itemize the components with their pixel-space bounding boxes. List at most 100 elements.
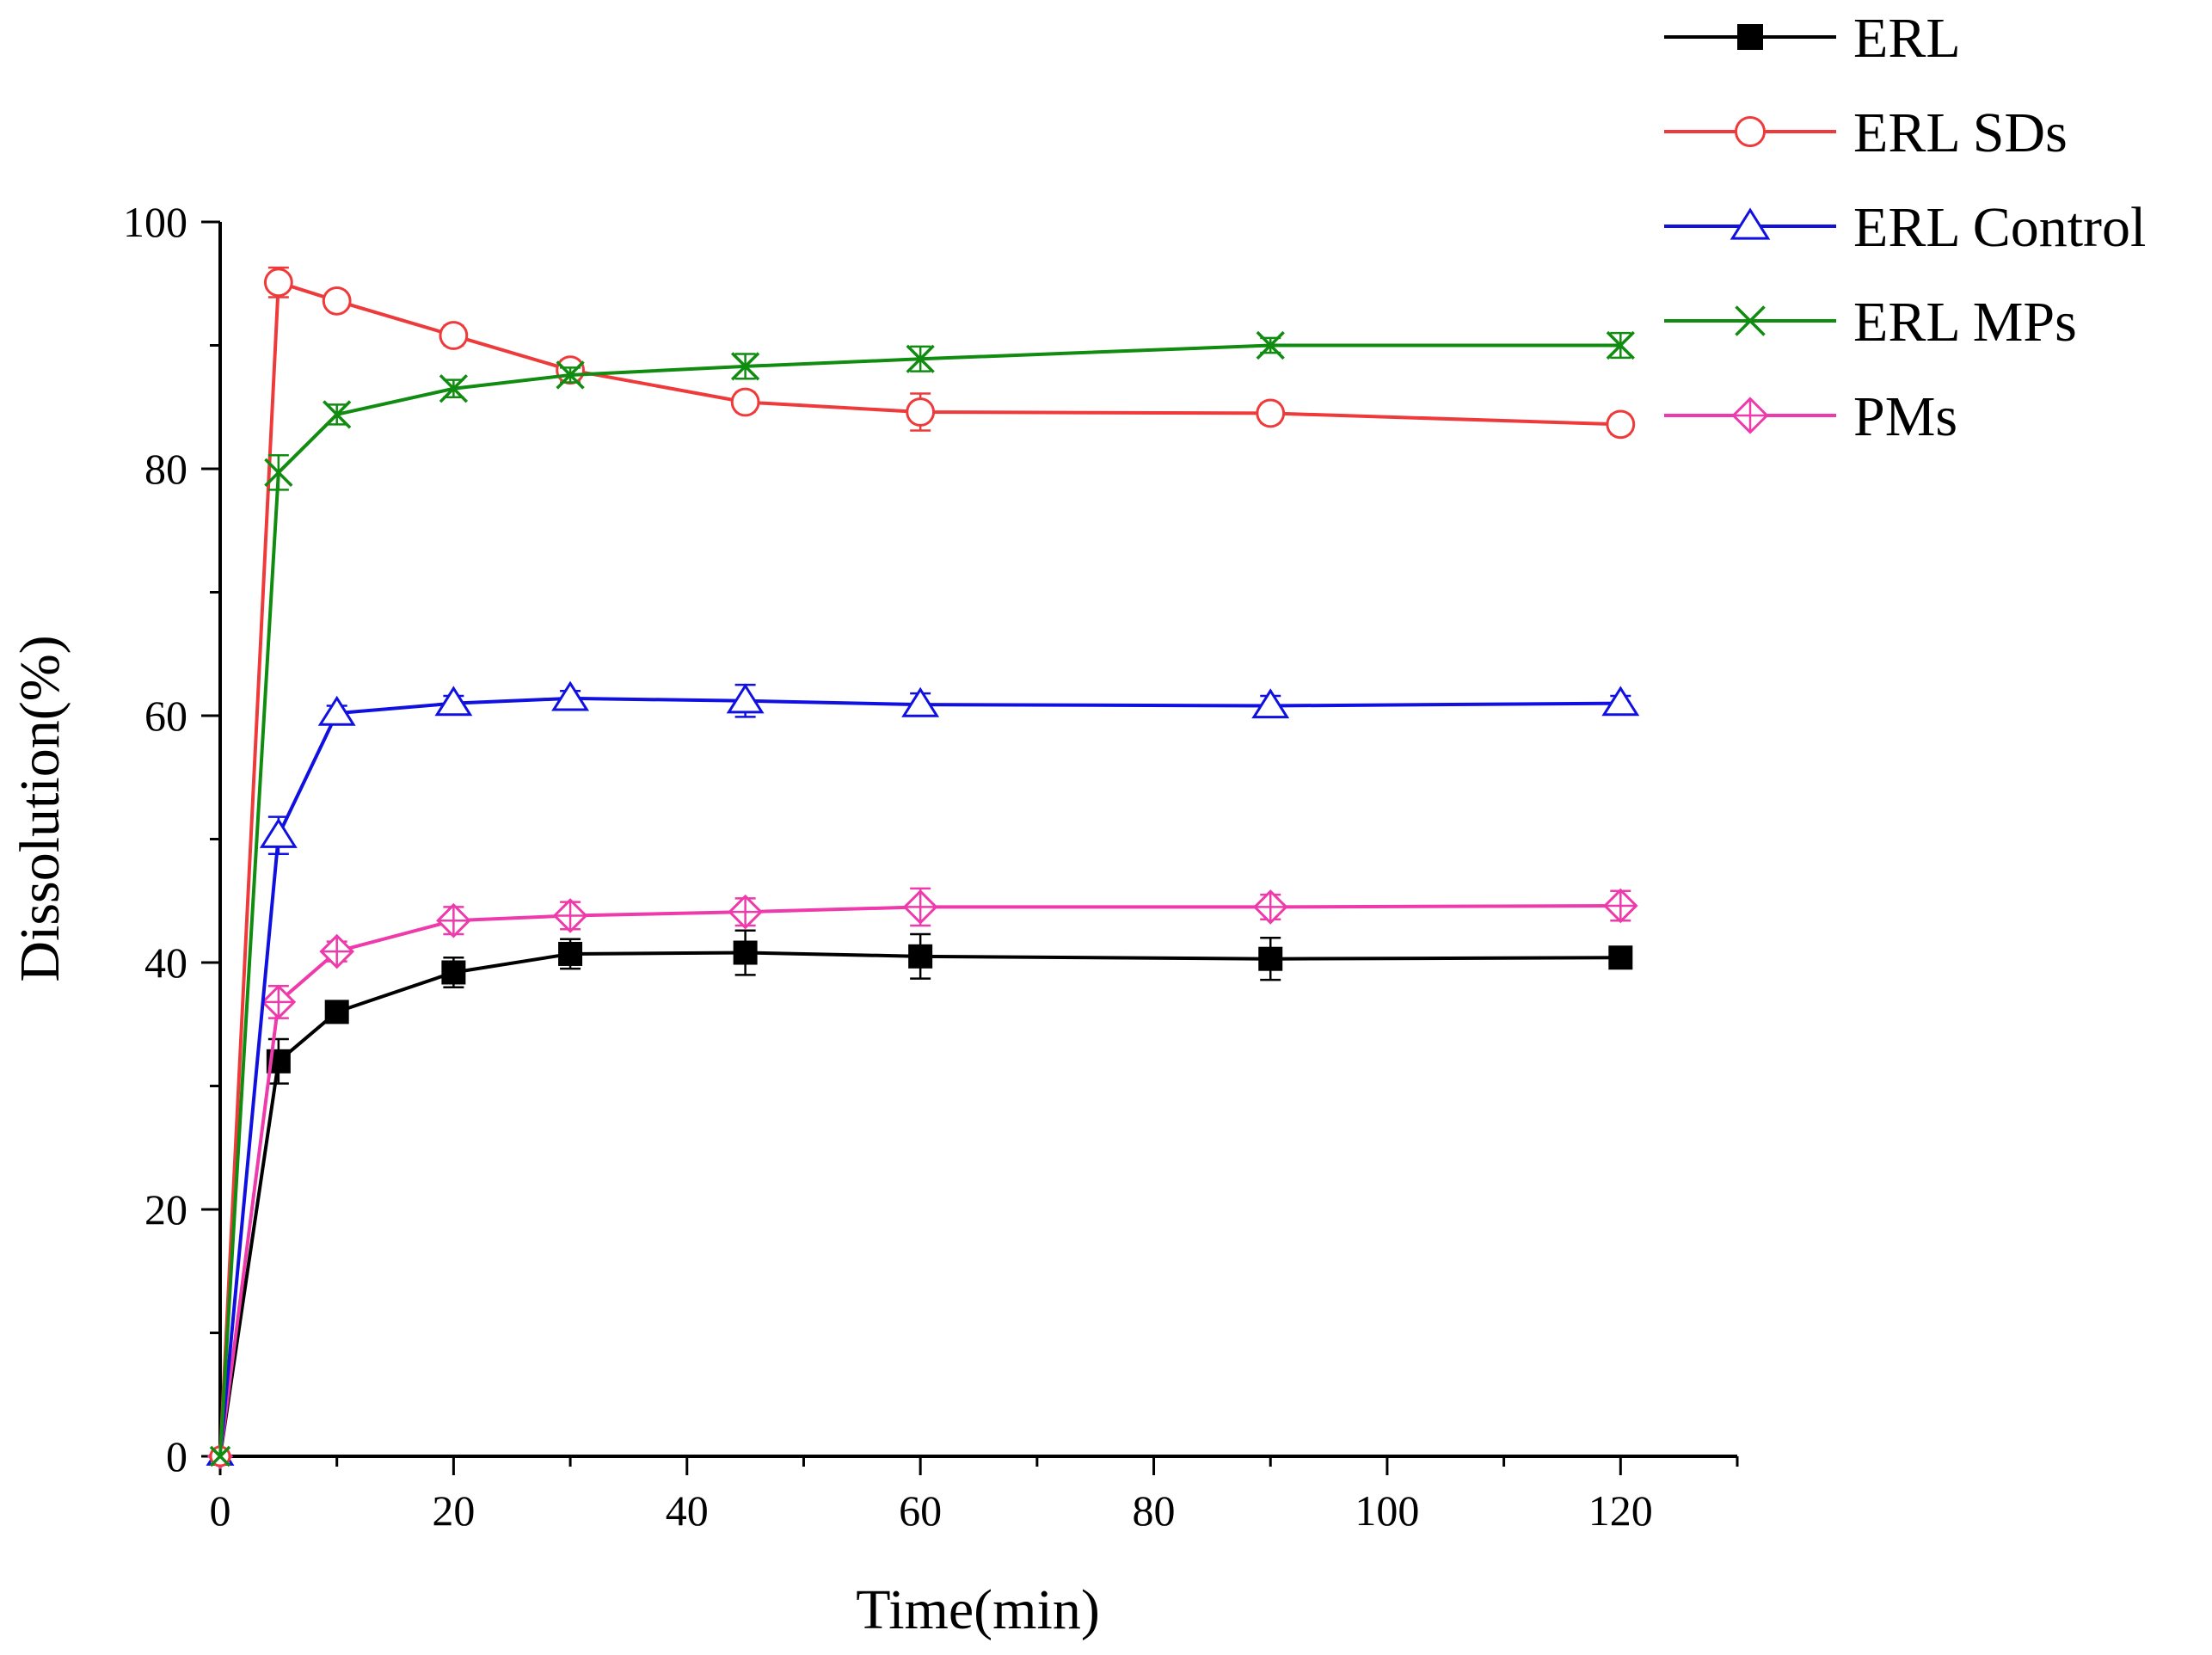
data-point bbox=[1737, 24, 1763, 50]
y-tick-label: 0 bbox=[166, 1432, 187, 1480]
data-point bbox=[551, 680, 590, 711]
data-point bbox=[264, 458, 293, 487]
x-axis-title: Time(min) bbox=[856, 1578, 1100, 1641]
marker-square bbox=[558, 941, 583, 966]
x-tick-label: 60 bbox=[899, 1486, 942, 1535]
marker-square bbox=[733, 940, 758, 965]
legend-item-erl-sds: ERL SDs bbox=[1664, 102, 2068, 164]
marker-circle bbox=[322, 286, 352, 316]
legend-item-pms: PMs bbox=[1664, 385, 1957, 448]
marker-triangle bbox=[317, 695, 356, 726]
marker-square bbox=[441, 960, 466, 985]
series-line bbox=[218, 696, 1621, 1457]
marker-triangle bbox=[1251, 688, 1290, 719]
marker-circle bbox=[439, 321, 469, 350]
data-point bbox=[1731, 397, 1769, 434]
data-point bbox=[1606, 330, 1635, 360]
data-point bbox=[556, 360, 585, 390]
data-point bbox=[1606, 409, 1636, 440]
series-erl-mps bbox=[209, 330, 1635, 1467]
marker-circle bbox=[263, 268, 293, 298]
marker-circle bbox=[906, 397, 936, 427]
marker-x-stroke bbox=[556, 360, 585, 390]
legend-item-erl: ERL bbox=[1664, 7, 1961, 70]
x-tick-label: 20 bbox=[432, 1486, 475, 1535]
data-point bbox=[906, 344, 935, 373]
marker-triangle bbox=[1601, 686, 1640, 717]
data-point bbox=[1256, 330, 1285, 360]
marker-square bbox=[1258, 946, 1283, 971]
marker-triangle bbox=[551, 680, 590, 711]
x-tick-label: 100 bbox=[1355, 1486, 1419, 1535]
data-point bbox=[436, 902, 471, 938]
series-line bbox=[218, 280, 1621, 1457]
data-point bbox=[261, 984, 297, 1020]
y-axis-title: Dissolution(%) bbox=[9, 635, 71, 981]
data-point bbox=[259, 817, 298, 848]
marker-triangle bbox=[259, 817, 298, 848]
data-point bbox=[552, 898, 588, 933]
data-point bbox=[558, 941, 583, 966]
y-tick-label: 80 bbox=[144, 445, 187, 493]
data-point bbox=[319, 933, 355, 969]
data-point bbox=[209, 1445, 231, 1467]
marker-x-stroke bbox=[323, 400, 352, 429]
data-point bbox=[323, 400, 352, 429]
marker-x-stroke bbox=[209, 1445, 231, 1467]
legend-item-erl-mps: ERL MPs bbox=[1664, 291, 2077, 354]
data-point bbox=[1258, 946, 1283, 971]
legend-label: ERL MPs bbox=[1853, 291, 2077, 354]
marker-circle bbox=[1735, 116, 1766, 147]
data-point bbox=[1601, 686, 1640, 717]
data-point bbox=[908, 944, 933, 969]
legend-label: ERL bbox=[1853, 7, 1961, 70]
data-point bbox=[317, 695, 356, 726]
marker-triangle bbox=[726, 683, 765, 714]
data-point bbox=[906, 397, 936, 427]
data-point bbox=[322, 286, 352, 316]
marker-x-stroke bbox=[730, 352, 760, 381]
series-pms bbox=[206, 887, 1638, 1470]
marker-triangle bbox=[434, 686, 473, 717]
data-point bbox=[1735, 305, 1766, 336]
marker-triangle bbox=[1730, 207, 1771, 240]
legend-label: PMs bbox=[1853, 385, 1957, 448]
marker-circle bbox=[1256, 398, 1286, 428]
marker-x-stroke bbox=[1256, 330, 1285, 360]
marker-x-stroke bbox=[439, 374, 469, 403]
data-point bbox=[1251, 688, 1290, 719]
legend-label: ERL Control bbox=[1853, 196, 2146, 259]
marker-square bbox=[324, 1000, 349, 1024]
y-tick-label: 40 bbox=[144, 938, 187, 987]
marker-square bbox=[1608, 945, 1633, 970]
data-point bbox=[1602, 888, 1638, 924]
series-line bbox=[218, 951, 1621, 1457]
data-point bbox=[263, 268, 293, 298]
data-point bbox=[726, 683, 765, 714]
data-point bbox=[324, 1000, 349, 1024]
marker-x-stroke bbox=[264, 458, 293, 487]
x-tick-label: 80 bbox=[1133, 1486, 1176, 1535]
marker-square bbox=[908, 944, 933, 969]
legend-item-erl-control: ERL Control bbox=[1664, 196, 2146, 259]
marker-x-stroke bbox=[1606, 330, 1635, 360]
data-point bbox=[728, 894, 763, 930]
data-point bbox=[1256, 398, 1286, 428]
data-point bbox=[439, 321, 469, 350]
data-point bbox=[901, 686, 940, 717]
marker-square bbox=[1737, 24, 1763, 50]
data-point bbox=[1735, 116, 1766, 147]
y-tick-label: 100 bbox=[123, 198, 187, 246]
data-point bbox=[441, 960, 466, 985]
x-tick-label: 0 bbox=[210, 1486, 231, 1535]
legend-label: ERL SDs bbox=[1853, 102, 2068, 164]
data-point bbox=[730, 352, 760, 381]
y-tick-label: 20 bbox=[144, 1185, 187, 1234]
data-point bbox=[1730, 207, 1771, 240]
x-tick-label: 120 bbox=[1588, 1486, 1653, 1535]
data-point bbox=[902, 889, 938, 925]
series-erl bbox=[212, 929, 1633, 1465]
series-erl-control bbox=[206, 680, 1640, 1466]
